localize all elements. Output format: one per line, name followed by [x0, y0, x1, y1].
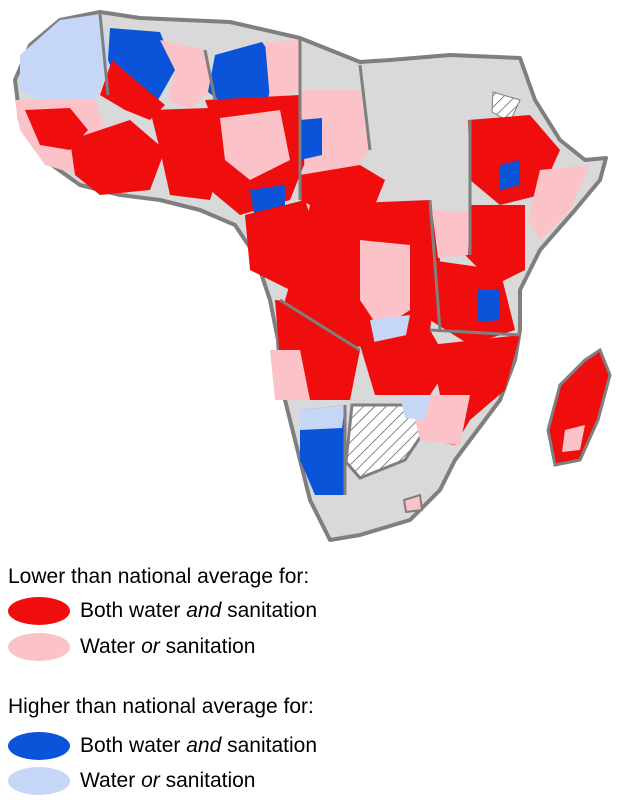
map-legend: Lower than national average for: Both wa… — [0, 555, 631, 800]
region-mali-pink — [160, 40, 215, 110]
region-chad-pink — [300, 90, 370, 190]
country-borders — [98, 13, 521, 495]
region-tanzania-red — [430, 260, 515, 345]
region-chad-blue — [300, 118, 322, 160]
swatch-lower-either — [8, 633, 70, 661]
region-madagascar — [546, 347, 612, 467]
region-ethiopia-blue — [500, 160, 520, 190]
legend-label-higher-both: Both water and sanitation — [80, 734, 318, 757]
legend-item-higher-both: Both water and sanitation — [8, 728, 317, 764]
region-nigeria-pink — [220, 110, 290, 180]
legend-item-lower-both: Both water and sanitation — [8, 593, 317, 629]
legend-heading-higher: Higher than national average for: — [8, 695, 314, 718]
legend-label-lower-either: Water or sanitation — [80, 635, 256, 658]
region-namibia-lightblue — [300, 405, 345, 430]
region-niger-blue — [208, 42, 275, 105]
africa-choropleth-map — [13, 10, 612, 542]
region-west-north-light — [20, 14, 112, 100]
region-uganda-pink — [432, 210, 470, 258]
region-niger-pink — [265, 40, 300, 100]
region-car-red — [300, 165, 385, 210]
region-angola-pink — [270, 350, 310, 400]
region-madagascar-pink — [562, 425, 585, 452]
region-ghana-red — [150, 108, 225, 200]
region-tanzania-blue — [478, 290, 500, 322]
region-mozambique-lightblue — [400, 395, 430, 420]
region-lesotho — [402, 493, 424, 514]
legend-label-higher-either: Water or sanitation — [80, 769, 256, 792]
region-kenya-red — [465, 205, 525, 285]
swatch-higher-either — [8, 767, 70, 795]
region-drc-pink — [360, 240, 410, 330]
region-guinea-red — [70, 120, 165, 195]
legend-label-lower-both: Both water and sanitation — [80, 599, 318, 622]
swatch-lower-both — [8, 597, 70, 625]
legend-heading-lower: Lower than national average for: — [8, 565, 310, 588]
legend-item-lower-either: Water or sanitation — [8, 629, 255, 665]
region-somalia-pink — [528, 165, 590, 240]
swatch-higher-both — [8, 732, 70, 760]
legend-item-higher-either: Water or sanitation — [8, 763, 255, 799]
region-zambia-red — [360, 330, 450, 395]
region-mali-red — [100, 60, 165, 120]
